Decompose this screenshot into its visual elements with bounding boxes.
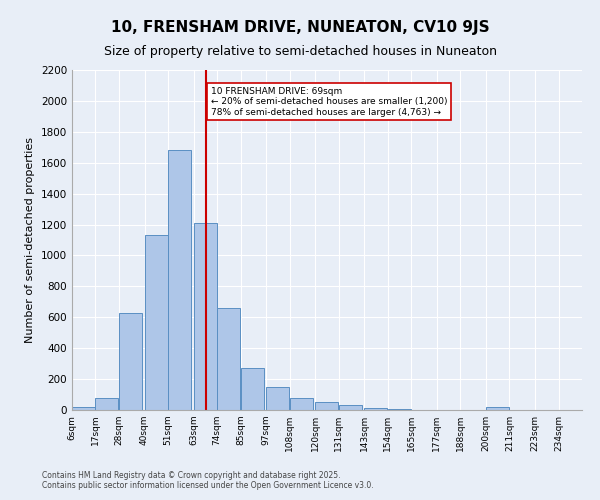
Y-axis label: Number of semi-detached properties: Number of semi-detached properties bbox=[25, 137, 35, 343]
Bar bbox=[364, 408, 388, 410]
Bar bbox=[194, 223, 217, 410]
Bar bbox=[339, 406, 362, 410]
Bar bbox=[486, 407, 509, 410]
Bar bbox=[119, 312, 142, 410]
Text: 10 FRENSHAM DRIVE: 69sqm
← 20% of semi-detached houses are smaller (1,200)
78% o: 10 FRENSHAM DRIVE: 69sqm ← 20% of semi-d… bbox=[211, 87, 447, 117]
Bar bbox=[315, 402, 338, 410]
Bar bbox=[95, 398, 118, 410]
Bar bbox=[72, 407, 95, 410]
Bar bbox=[145, 236, 167, 410]
Bar bbox=[388, 409, 411, 410]
Text: Size of property relative to semi-detached houses in Nuneaton: Size of property relative to semi-detach… bbox=[104, 45, 497, 58]
Bar bbox=[290, 398, 313, 410]
Bar bbox=[168, 150, 191, 410]
Text: Contains HM Land Registry data © Crown copyright and database right 2025.
Contai: Contains HM Land Registry data © Crown c… bbox=[42, 470, 374, 490]
Bar bbox=[241, 368, 263, 410]
Bar bbox=[266, 387, 289, 410]
Bar bbox=[217, 308, 240, 410]
Text: 10, FRENSHAM DRIVE, NUNEATON, CV10 9JS: 10, FRENSHAM DRIVE, NUNEATON, CV10 9JS bbox=[110, 20, 490, 35]
